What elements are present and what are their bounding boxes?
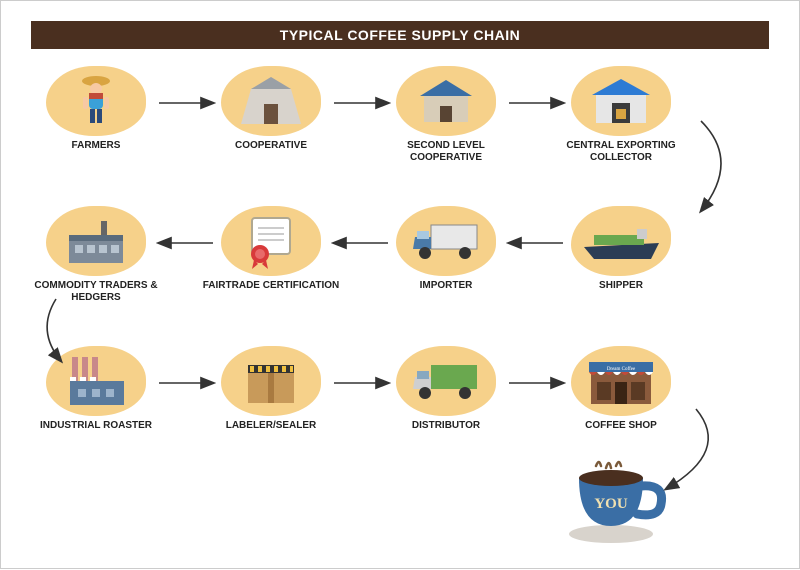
truck-icon (409, 217, 484, 265)
ship-icon (579, 219, 664, 264)
truck-icon (409, 357, 484, 405)
node-coop2: SECOND LEVEL COOPERATIVE (376, 66, 516, 164)
node-labeler: LABELER/SEALER (201, 346, 341, 432)
blob-fairtrade (221, 206, 321, 276)
node-importer: IMPORTER (376, 206, 516, 292)
label-fairtrade: FAIRTRADE CERTIFICATION (201, 280, 341, 292)
node-roaster: INDUSTRIAL ROASTER (26, 346, 166, 432)
label-coop: COOPERATIVE (201, 140, 341, 152)
label-roaster: INDUSTRIAL ROASTER (26, 420, 166, 432)
label-distributor: DISTRIBUTOR (376, 420, 516, 432)
certificate-icon (244, 214, 299, 269)
blob-roaster (46, 346, 146, 416)
node-distributor: DISTRIBUTOR (376, 346, 516, 432)
label-coffeeshop: COFFEE SHOP (551, 420, 691, 432)
blob-coop (221, 66, 321, 136)
node-traders: COMMODITY TRADERS & HEDGERS (26, 206, 166, 304)
label-farmers: FARMERS (26, 140, 166, 152)
label-coop2: SECOND LEVEL COOPERATIVE (376, 140, 516, 164)
building-icon (416, 76, 476, 126)
warehouse-icon (590, 75, 652, 127)
blob-coop2 (396, 66, 496, 136)
blob-collector (571, 66, 671, 136)
node-farmers: FARMERS (26, 66, 166, 152)
shop-icon: Dream Coffee (585, 354, 657, 408)
label-labeler: LABELER/SEALER (201, 420, 341, 432)
title-text: TYPICAL COFFEE SUPPLY CHAIN (280, 27, 520, 43)
node-coffeeshop: Dream Coffee COFFEE SHOP (551, 346, 691, 432)
farmer-icon (71, 71, 121, 131)
cup-label: YOU (594, 496, 628, 512)
title-bar: TYPICAL COFFEE SUPPLY CHAIN (31, 21, 769, 49)
node-collector: CENTRAL EXPORTING COLLECTOR (551, 66, 691, 164)
cup-icon: YOU (561, 456, 671, 546)
diagram-canvas: TYPICAL COFFEE SUPPLY CHAIN FARMERS (0, 0, 800, 569)
blob-labeler (221, 346, 321, 416)
blob-distributor (396, 346, 496, 416)
label-shipper: SHIPPER (551, 280, 691, 292)
factory-icon (60, 353, 132, 409)
blob-farmers (46, 66, 146, 136)
blob-shipper (571, 206, 671, 276)
building-icon (236, 74, 306, 129)
node-you: YOU (546, 456, 686, 551)
blob-importer (396, 206, 496, 276)
factory-icon (61, 215, 131, 267)
node-shipper: SHIPPER (551, 206, 691, 292)
box-icon (242, 355, 300, 407)
node-coop: COOPERATIVE (201, 66, 341, 152)
blob-coffeeshop: Dream Coffee (571, 346, 671, 416)
label-collector: CENTRAL EXPORTING COLLECTOR (551, 140, 691, 164)
blob-traders (46, 206, 146, 276)
svg-text:Dream Coffee: Dream Coffee (607, 367, 636, 372)
label-importer: IMPORTER (376, 280, 516, 292)
node-fairtrade: FAIRTRADE CERTIFICATION (201, 206, 341, 292)
label-traders: COMMODITY TRADERS & HEDGERS (26, 280, 166, 304)
